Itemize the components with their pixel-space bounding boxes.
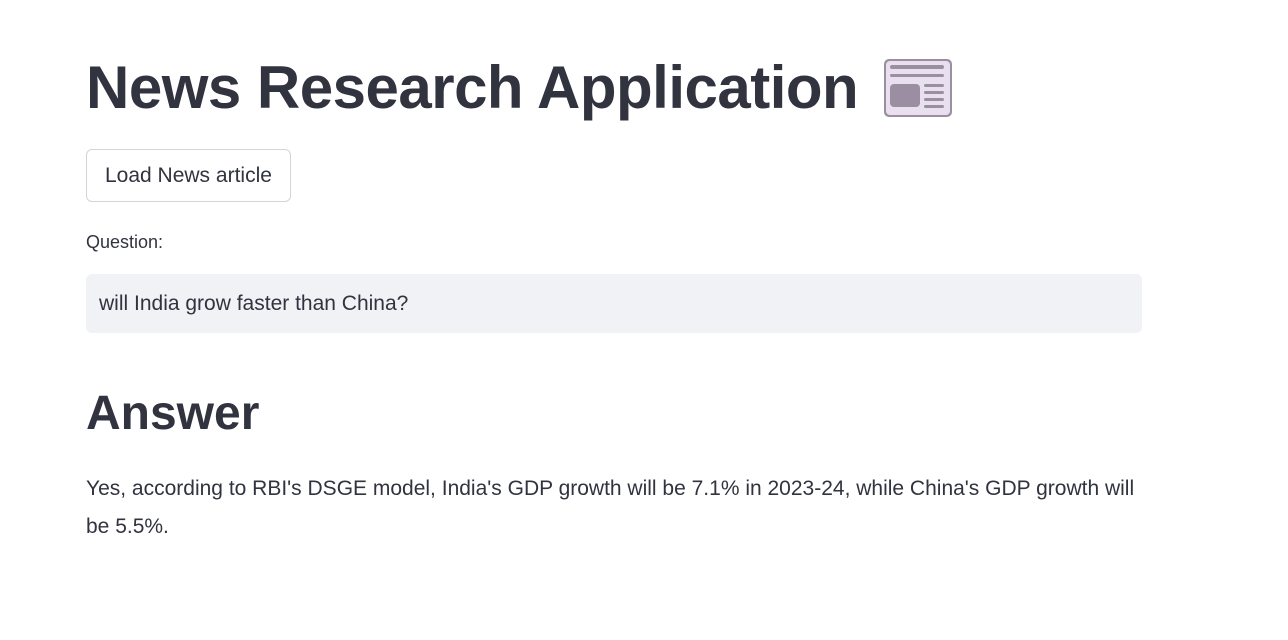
question-input[interactable] [86,274,1142,333]
question-label: Question: [86,232,164,252]
answer-text: Yes, according to RBI's DSGE model, Indi… [86,477,1135,538]
newspaper-icon [882,57,954,119]
answer-heading: Answer [86,387,260,440]
title-row: News Research Application [86,52,954,124]
load-news-article-button[interactable]: Load News article [86,149,291,202]
page-title: News Research Application [86,54,859,121]
